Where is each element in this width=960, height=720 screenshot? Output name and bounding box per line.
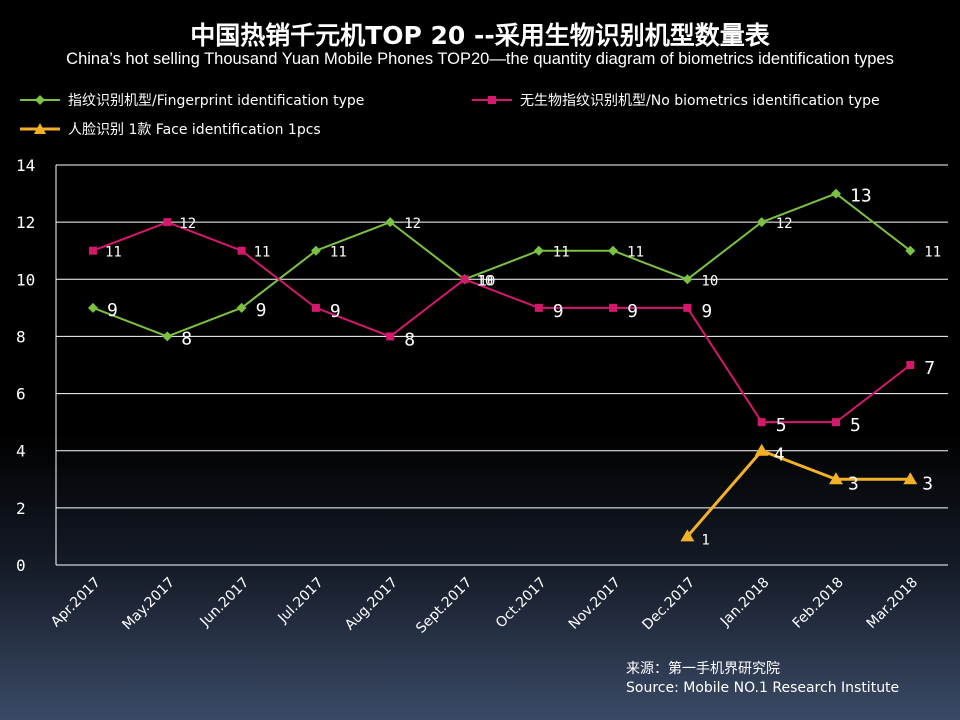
data-point-no_biometrics [237,246,246,255]
x-tick-label: Apr.2017 [48,575,104,631]
legend-label-fingerprint: 指纹识别机型/Fingerprint identification type [68,93,365,109]
data-label-fingerprint: 11 [924,245,941,261]
x-tick-label: Aug.2017 [342,575,401,634]
data-point-fingerprint [162,331,173,342]
data-label-fingerprint: 10 [701,273,718,289]
data-point-face [903,472,918,485]
data-point-fingerprint [831,188,841,199]
data-point-no_biometrics [460,275,469,284]
x-tick-label: May.2017 [119,575,178,634]
legend-line-square-icon [472,96,512,104]
data-point-no_biometrics [757,418,766,427]
x-tick-label: Oct.2017 [493,575,550,632]
series-line-no_biometrics [92,221,911,424]
data-label-fingerprint: 11 [330,245,347,261]
data-label-fingerprint: 12 [776,216,793,232]
data-point-fingerprint [682,274,693,285]
data-point-no_biometrics [89,246,97,255]
data-label-face: 1 [701,532,709,548]
x-tick-label: Jul.2017 [274,575,326,627]
y-tick-label: 0 [16,556,26,575]
legend-item-fingerprint: 指纹识别机型/Fingerprint identification type [18,90,364,110]
data-point-no_biometrics [163,218,172,227]
data-label-face: 4 [774,445,785,466]
legend-line-diamond-icon [20,95,60,105]
data-label-no_biometrics: 9 [330,301,341,322]
data-label-fingerprint: 9 [256,300,267,321]
legend-label-no-biometrics: 无生物指纹识别机型/No biometrics identification t… [520,93,880,109]
data-point-no_biometrics [311,303,320,312]
data-label-face: 3 [922,473,933,494]
y-tick-label: 12 [16,213,35,232]
data-label-no_biometrics: 9 [701,301,712,322]
data-label-no_biometrics: 5 [850,415,861,436]
data-label-no_biometrics: 11 [254,245,271,261]
data-point-fingerprint [608,245,619,256]
data-point-no_biometrics [832,418,840,427]
chart-title-en: China’s hot selling Thousand Yuan Mobile… [66,50,894,68]
x-tick-label: Dec.2017 [639,575,698,634]
data-point-face [829,472,843,485]
y-tick-label: 10 [16,270,35,289]
data-point-fingerprint [310,245,321,256]
y-tick-label: 14 [16,156,35,175]
data-point-face [754,443,769,456]
data-label-no_biometrics: 8 [404,329,415,350]
x-tick-label: Jan.2018 [717,575,773,631]
data-label-face: 3 [848,473,859,494]
data-point-no_biometrics [534,303,543,312]
data-point-fingerprint [236,302,247,313]
source-en: Source: Mobile NO.1 Research Institute [626,680,900,696]
x-tick-label: Feb.2018 [790,575,847,632]
source-note: 来源：第一手机界研究院 Source: Mobile NO.1 Research… [626,660,899,698]
data-label-fingerprint: 12 [404,216,421,232]
data-label-no_biometrics: 7 [924,358,935,379]
data-label-no_biometrics: 9 [553,301,564,322]
x-tick-label: Nov.2017 [566,575,624,633]
data-label-fingerprint: 11 [627,245,644,261]
legend-item-no-biometrics: 无生物指纹识别机型/No biometrics identification t… [470,90,880,110]
x-tick-label: Sept.2017 [413,575,475,637]
data-label-no_biometrics: 12 [179,216,196,232]
y-tick-label: 4 [16,442,26,461]
data-point-face [680,529,695,542]
x-tick-label: Mar.2018 [864,575,921,632]
data-label-fingerprint: 8 [181,328,192,349]
data-label-fingerprint: 13 [850,186,872,207]
data-label-fingerprint: 11 [553,245,570,261]
y-tick-label: 2 [16,499,26,518]
data-label-no_biometrics: 5 [776,415,787,436]
data-label-no_biometrics: 9 [627,301,638,322]
data-label-no_biometrics: 11 [105,245,122,261]
y-tick-label: 8 [16,327,26,346]
data-point-no_biometrics [683,303,692,312]
legend-label-face: 人脸识别 1款 Face identification 1pcs [68,122,321,138]
data-label-no_biometrics: 10 [477,273,494,289]
legend-line-triangle-icon [20,123,60,134]
series-line-face [686,449,911,538]
data-point-no_biometrics [609,303,618,312]
data-point-fingerprint [756,217,767,228]
data-label-fingerprint: 9 [107,300,118,321]
data-point-fingerprint [385,217,396,228]
data-point-fingerprint [88,302,98,313]
data-point-fingerprint [905,245,916,256]
series-line-fingerprint [92,192,911,338]
legend-item-face: 人脸识别 1款 Face identification 1pcs [18,119,321,139]
data-point-fingerprint [533,245,544,256]
y-tick-label: 6 [16,385,26,404]
source-cn: 来源：第一手机界研究院 [626,661,780,677]
chart-title-cn: 中国热销千元机TOP 20 --采用生物识别机型数量表 [190,21,770,50]
data-point-no_biometrics [906,361,915,369]
x-tick-label: Jun.2017 [197,575,253,631]
data-point-no_biometrics [386,332,395,341]
